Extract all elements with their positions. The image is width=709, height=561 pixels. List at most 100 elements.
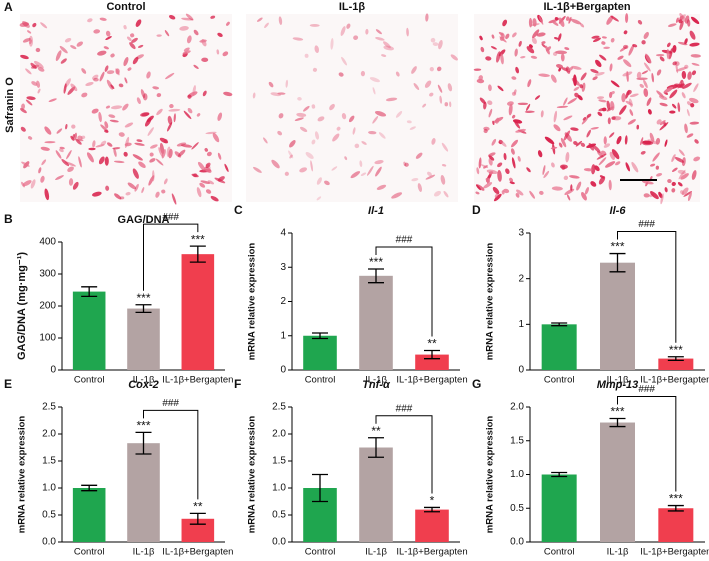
y-tick-label: 0.5 (272, 510, 286, 521)
cell (616, 135, 622, 145)
cell (297, 97, 302, 101)
cell (632, 44, 638, 48)
cell (656, 69, 662, 76)
cell (288, 150, 294, 159)
cell (539, 190, 544, 195)
bracket (143, 223, 199, 291)
cell (196, 113, 201, 117)
bracket-label: ### (162, 398, 179, 409)
x-tick-label: IL-1β (607, 375, 629, 386)
cell (35, 47, 41, 53)
cell (476, 167, 480, 175)
cell (667, 23, 677, 27)
cell (183, 47, 190, 52)
x-tick-label: IL-1β (133, 547, 155, 558)
cell (340, 26, 346, 36)
cell (609, 151, 616, 160)
cell (497, 170, 502, 182)
cell (567, 66, 574, 72)
cell (600, 150, 607, 155)
bracket-label: ### (638, 219, 655, 230)
cell (597, 111, 603, 117)
cell (550, 146, 558, 150)
cell (163, 178, 168, 185)
cell (134, 183, 139, 192)
cell (98, 111, 102, 123)
cell (341, 56, 348, 66)
cell (26, 96, 36, 101)
cell (256, 17, 263, 22)
error-bar (368, 268, 384, 284)
cell (666, 42, 671, 48)
cell (624, 135, 628, 145)
cell (672, 167, 678, 172)
cell (556, 105, 569, 109)
cell (629, 109, 634, 116)
cell (22, 37, 31, 43)
cell (485, 56, 492, 61)
cell (66, 150, 72, 160)
cell (27, 30, 32, 34)
cell (617, 55, 624, 60)
cell (105, 105, 110, 109)
cell (500, 53, 504, 65)
y-tick-label: 0.5 (42, 510, 56, 521)
cell (643, 79, 648, 89)
cell (610, 101, 615, 111)
cell (672, 44, 677, 53)
bar (600, 422, 635, 542)
cell (312, 67, 318, 72)
y-tick-label: 400 (39, 237, 56, 248)
cell (115, 68, 120, 76)
x-tick-label: IL-1β (133, 375, 155, 386)
cell (450, 54, 458, 61)
cell (97, 50, 107, 56)
cell (668, 48, 673, 60)
cell (202, 90, 207, 97)
cell (374, 160, 384, 165)
cell (25, 68, 32, 75)
cell (643, 31, 649, 40)
cell (443, 190, 449, 198)
cell (206, 151, 212, 157)
cell (112, 147, 121, 150)
cell (292, 37, 304, 41)
cell (95, 144, 105, 148)
cell (99, 17, 107, 21)
cell (518, 40, 522, 47)
bracket (143, 409, 199, 500)
cell (639, 83, 644, 88)
cell (641, 180, 654, 185)
cell (491, 138, 497, 146)
cell (603, 46, 610, 49)
cell (555, 64, 564, 69)
cell (681, 70, 687, 79)
cell (659, 56, 665, 62)
cell (92, 140, 96, 148)
cell (609, 63, 613, 72)
cell (86, 152, 94, 163)
cell (88, 147, 96, 151)
cell (553, 124, 561, 132)
cell (360, 70, 366, 77)
cell (629, 93, 639, 98)
cell (217, 32, 223, 38)
cell (689, 121, 700, 125)
cell (691, 170, 697, 180)
y-axis-label: mRNA relative expression (485, 416, 496, 534)
bar (359, 447, 393, 542)
cell (545, 45, 550, 55)
cell (60, 58, 67, 64)
cell (359, 160, 363, 168)
cell (199, 182, 206, 188)
cell (284, 171, 289, 176)
cell (641, 140, 654, 146)
cell (623, 30, 628, 35)
cell (511, 139, 519, 148)
cell (193, 29, 199, 36)
cell (155, 158, 164, 166)
cell (526, 46, 535, 54)
cell (368, 130, 377, 135)
cell (511, 91, 517, 96)
cell (691, 62, 700, 66)
